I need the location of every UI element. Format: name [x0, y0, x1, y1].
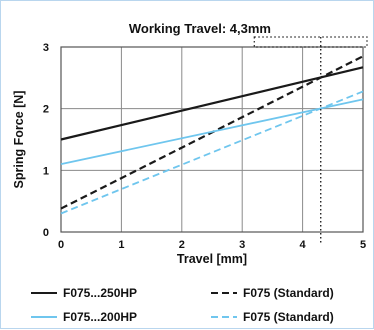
y-tick-label-3: 3 [43, 42, 49, 54]
x-tick-label-3: 3 [239, 239, 245, 251]
working-travel-annotation: Working Travel: 4,3mm [129, 21, 368, 245]
legend-label-0: F075...250HP [63, 286, 137, 300]
legend-label-2: F075...200HP [63, 310, 137, 324]
grid [60, 46, 364, 233]
legend-label-1: F075 (Standard) [243, 286, 334, 300]
x-tick-label-5: 5 [360, 239, 366, 251]
y-tick-label-1: 1 [43, 165, 49, 177]
x-tick-label-1: 1 [118, 239, 124, 251]
x-tick-label-2: 2 [179, 239, 185, 251]
y-tick-label-2: 2 [43, 104, 49, 116]
x-tick-label-4: 4 [300, 239, 307, 251]
series-line-3 [60, 90, 364, 215]
working-travel-label: Working Travel: 4,3mm [129, 21, 271, 36]
series-lines [60, 55, 364, 215]
legend: F075...250HP F075 (Standard) F075...200HP F… [31, 286, 334, 324]
series-line-2 [60, 98, 364, 166]
working-travel-box [253, 36, 368, 48]
y-axis-label: Spring Force [N] [12, 91, 26, 189]
x-axis-label: Travel [mm] [177, 252, 247, 266]
x-tick-label-0: 0 [58, 239, 64, 251]
legend-label-3: F075 (Standard) [243, 310, 334, 324]
plot-border [60, 46, 364, 233]
tick-labels: 0 1 2 3 4 5 0 1 2 3 [43, 42, 366, 251]
series-line-0 [60, 66, 364, 141]
y-tick-label-0: 0 [43, 227, 49, 239]
